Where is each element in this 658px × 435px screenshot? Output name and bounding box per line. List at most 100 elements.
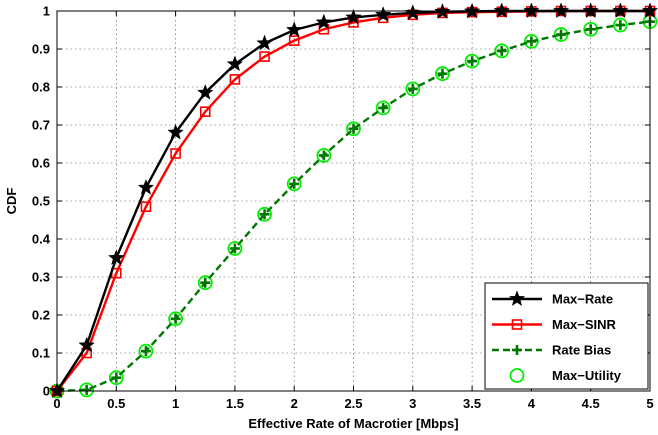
data-point	[229, 243, 240, 254]
tick-marks	[56, 10, 651, 392]
x-tick-label: 3.5	[463, 396, 481, 411]
y-tick-labels: 0 0.1 0.2 0.3 0.4 0.5 0.6 0.7 0.8 0.9 1	[32, 4, 51, 399]
data-point	[348, 123, 359, 134]
y-tick-label: 0.9	[32, 42, 50, 57]
data-point	[464, 53, 480, 69]
data-point	[140, 346, 151, 357]
data-point	[407, 83, 418, 94]
data-point	[585, 24, 596, 35]
data-point	[378, 102, 389, 113]
y-tick-label: 0.5	[32, 194, 50, 209]
data-point	[346, 121, 361, 137]
data-point	[111, 372, 122, 383]
legend-marker	[512, 345, 522, 355]
data-point	[78, 336, 95, 353]
data-point	[138, 343, 154, 359]
data-point	[286, 176, 302, 192]
data-point	[316, 147, 332, 163]
data-point	[493, 2, 511, 19]
legend-label: Rate Bias	[552, 343, 611, 358]
x-tick-label: 4	[528, 396, 536, 411]
data-point	[437, 68, 448, 79]
data-point	[467, 56, 478, 67]
series-layer	[48, 2, 658, 399]
x-tick-label: 0	[53, 396, 60, 411]
x-tick-labels: 0 0.5 1 1.5 2 2.5 3 3.5 4 4.5 5	[53, 396, 653, 411]
legend-label: Max−Rate	[552, 292, 613, 307]
y-tick-label: 0.4	[32, 232, 51, 247]
data-point	[168, 311, 184, 327]
data-point	[552, 2, 570, 19]
data-point	[494, 43, 510, 59]
data-point	[526, 36, 537, 47]
y-tick-label: 0.3	[32, 270, 50, 285]
x-axis-title: Effective Rate of Macrotier [Mbps]	[248, 416, 458, 431]
data-point	[170, 148, 181, 159]
data-point	[405, 81, 421, 97]
data-point	[375, 100, 391, 116]
legend-label: Max−Utility	[552, 368, 622, 383]
series-line	[56, 20, 651, 393]
data-point	[612, 2, 629, 19]
data-point	[259, 51, 270, 62]
data-point	[137, 178, 155, 195]
legend-marker	[509, 368, 525, 383]
data-point	[196, 83, 214, 100]
x-tick-label: 0.5	[107, 396, 125, 411]
series-3	[49, 14, 658, 399]
data-point	[374, 6, 392, 22]
data-point	[170, 313, 181, 324]
data-point	[197, 275, 213, 291]
x-tick-label: 2	[291, 396, 298, 411]
y-tick-label: 0.7	[32, 118, 50, 133]
y-axis-title: CDF	[4, 188, 19, 215]
data-point	[199, 106, 211, 117]
data-point	[229, 74, 241, 85]
data-point	[200, 277, 211, 288]
data-point	[524, 34, 539, 49]
legend-entry-3: Max−Utility	[509, 368, 622, 383]
legend-marker	[511, 319, 523, 330]
data-point	[288, 35, 300, 46]
data-point	[285, 21, 303, 38]
data-point	[108, 370, 124, 386]
legend-entry-1: Max−SINR	[492, 317, 617, 332]
data-point	[435, 66, 450, 82]
data-point	[612, 17, 628, 33]
x-tick-label: 2.5	[344, 396, 362, 411]
x-tick-label: 1	[172, 396, 179, 411]
data-point	[256, 34, 273, 51]
legend-label: Max−SINR	[552, 317, 617, 332]
x-tick-label: 3	[409, 396, 416, 411]
y-tick-label: 0.8	[32, 80, 50, 95]
data-point	[81, 384, 92, 395]
data-point	[615, 20, 626, 31]
data-point	[167, 123, 184, 140]
data-point	[259, 209, 270, 220]
x-tick-label: 1.5	[226, 396, 244, 411]
y-tick-label: 0.2	[32, 308, 50, 323]
y-tick-label: 1	[43, 4, 50, 19]
x-tick-label: 4.5	[582, 396, 600, 411]
data-point	[140, 201, 152, 212]
data-point	[318, 150, 329, 161]
data-point	[227, 241, 243, 256]
data-point	[108, 249, 125, 266]
y-tick-label: 0.6	[32, 156, 50, 171]
legend-entry-2: Rate Bias	[492, 343, 611, 358]
data-point	[345, 8, 362, 25]
y-tick-label: 0	[43, 384, 50, 399]
y-tick-label: 0.1	[32, 346, 50, 361]
data-point	[315, 13, 333, 30]
legend: Max−Rate Max−SINR Rate Bias Max−Utility	[484, 282, 649, 390]
data-point	[289, 178, 300, 189]
data-point	[556, 29, 567, 40]
data-point	[226, 55, 244, 72]
legend-entry-0: Max−Rate	[492, 290, 613, 307]
legend-marker	[508, 290, 526, 307]
data-point	[257, 206, 272, 222]
data-point	[496, 45, 507, 56]
x-tick-label: 5	[646, 396, 653, 411]
